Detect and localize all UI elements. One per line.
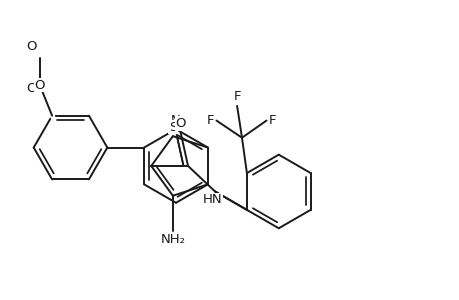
Text: NH₂: NH₂ (160, 233, 185, 246)
Text: N: N (171, 114, 180, 127)
Text: O: O (26, 40, 37, 53)
Text: F: F (268, 114, 275, 127)
Text: O: O (26, 82, 37, 95)
Text: F: F (207, 114, 214, 127)
Text: F: F (233, 90, 241, 104)
Text: HN: HN (202, 194, 222, 206)
Text: O: O (175, 117, 185, 130)
Text: O: O (34, 79, 45, 92)
Text: S: S (168, 121, 177, 134)
